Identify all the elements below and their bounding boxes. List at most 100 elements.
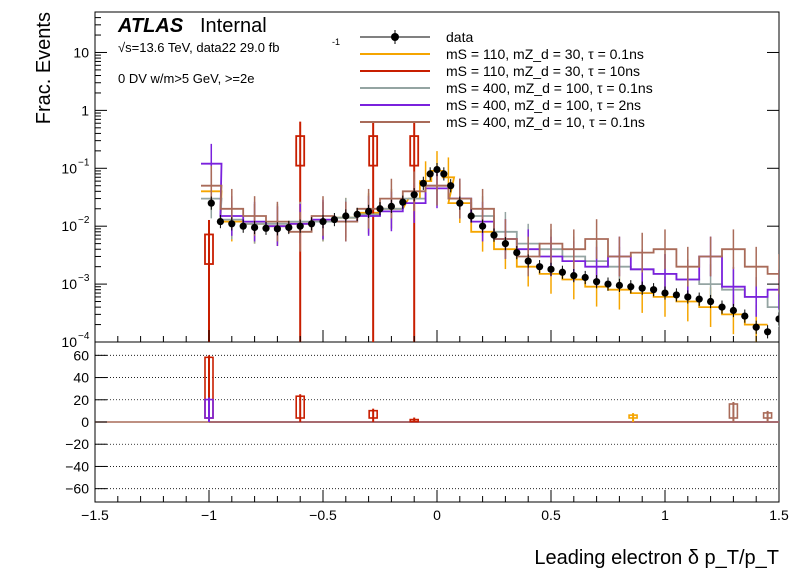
x-tick-label: 1 <box>661 507 669 523</box>
series-line-1 <box>201 170 768 326</box>
data-point <box>342 212 350 220</box>
data-point <box>547 265 555 273</box>
data-point <box>490 231 498 239</box>
x-axis-title: Leading electron δ p_T/p_T <box>534 547 779 569</box>
ratio-spike-box <box>368 409 378 419</box>
data-point <box>330 215 338 224</box>
data-point <box>440 170 448 178</box>
ratio-spike-box <box>628 414 638 419</box>
y-tick-label: 1 <box>81 102 89 118</box>
ratio-y-tick-label: 20 <box>73 392 89 408</box>
energy-label-superscript: -1 <box>332 37 340 47</box>
data-point <box>308 220 316 228</box>
energy-label: √s=13.6 TeV, data22 29.0 fb <box>118 40 279 55</box>
data-point <box>581 273 589 282</box>
internal-label: Internal <box>200 15 267 37</box>
data-point <box>615 281 624 289</box>
legend-label-1: mS = 110, mZ_d = 30, τ = 0.1ns <box>446 46 644 62</box>
data-point <box>296 222 304 230</box>
y-tick-label-exponent: −2 <box>78 215 90 226</box>
data-point <box>467 212 475 220</box>
y-tick-label: 10 <box>61 160 77 176</box>
data-point <box>399 198 407 206</box>
data-point <box>513 248 521 257</box>
legend-label-5: mS = 400, mZ_d = 10, τ = 0.1ns <box>446 114 645 130</box>
data-point <box>228 220 236 228</box>
data-point <box>251 223 259 232</box>
data-point <box>741 312 749 320</box>
y-tick-label: 10 <box>61 218 77 234</box>
data-point <box>524 257 532 265</box>
data-point <box>752 323 760 331</box>
data-point <box>593 278 601 286</box>
series-line-3 <box>201 184 779 308</box>
atlas-label: ATLAS <box>117 15 184 37</box>
data-point <box>387 202 395 210</box>
data-point <box>695 295 703 303</box>
data-point <box>426 170 434 178</box>
x-tick-label: 0 <box>433 507 441 523</box>
y-tick-label: 10 <box>61 334 77 350</box>
x-tick-label: 1.5 <box>769 507 789 523</box>
data-point <box>447 182 455 190</box>
legend-marker-data <box>391 33 399 41</box>
data-point <box>501 240 509 248</box>
data-point <box>365 207 373 216</box>
data-point <box>456 199 464 207</box>
data-point <box>262 224 270 232</box>
ratio-panel-content <box>95 354 779 490</box>
data-point <box>207 199 215 207</box>
data-point <box>353 210 361 218</box>
ratio-spike-box <box>762 412 773 419</box>
x-tick-label: −0.5 <box>309 507 337 523</box>
data-point <box>239 222 247 230</box>
data-point <box>419 179 427 187</box>
ratio-spike-box <box>409 418 420 423</box>
legend-label-2: mS = 110, mZ_d = 30, τ = 10ns <box>446 63 640 79</box>
legend-label-0: data <box>446 29 473 45</box>
ratio-y-tick-label: −60 <box>65 481 89 497</box>
data-point <box>319 218 327 226</box>
data-point <box>718 303 726 311</box>
data-point <box>536 263 544 271</box>
data-point <box>479 222 487 230</box>
x-tick-label: −1.5 <box>81 507 109 523</box>
y-tick-label-exponent: −1 <box>78 157 90 168</box>
x-tick-label: 0.5 <box>541 507 561 523</box>
data-point <box>273 225 281 233</box>
data-point <box>775 315 779 323</box>
y-tick-label: 10 <box>61 276 77 292</box>
ratio-y-tick-label: 60 <box>73 347 89 363</box>
data-point <box>707 297 715 306</box>
data-point <box>638 284 646 292</box>
data-point <box>684 293 692 301</box>
ratio-spike-box <box>204 398 214 419</box>
data-point <box>558 268 567 276</box>
y-axis-title: Frac. Events <box>33 12 55 124</box>
y-tick-label-exponent: −3 <box>78 273 90 284</box>
ratio-spike-box <box>728 403 739 419</box>
y-tick-label: 10 <box>73 44 89 60</box>
data-point <box>570 272 578 280</box>
ratio-y-tick-label: −20 <box>65 436 89 452</box>
ratio-spike-box <box>295 395 306 419</box>
data-point <box>627 283 635 291</box>
data-point <box>216 218 224 226</box>
data-point <box>729 306 738 315</box>
legend-label-3: mS = 400, mZ_d = 100, τ = 0.1ns <box>446 80 653 96</box>
legend-label-4: mS = 400, mZ_d = 100, τ = 2ns <box>446 97 641 113</box>
y-tick-label-exponent: −4 <box>78 331 90 342</box>
ratio-y-tick-label: −40 <box>65 458 89 474</box>
x-tick-label: −1 <box>201 507 217 523</box>
data-point <box>672 291 681 299</box>
ratio-y-tick-label: 40 <box>73 370 89 386</box>
ratio-y-tick-label: 0 <box>81 414 89 430</box>
top-panel-content <box>201 121 779 342</box>
data-point <box>604 280 612 288</box>
data-point <box>661 289 669 297</box>
data-point <box>650 286 658 294</box>
data-point <box>433 165 441 174</box>
